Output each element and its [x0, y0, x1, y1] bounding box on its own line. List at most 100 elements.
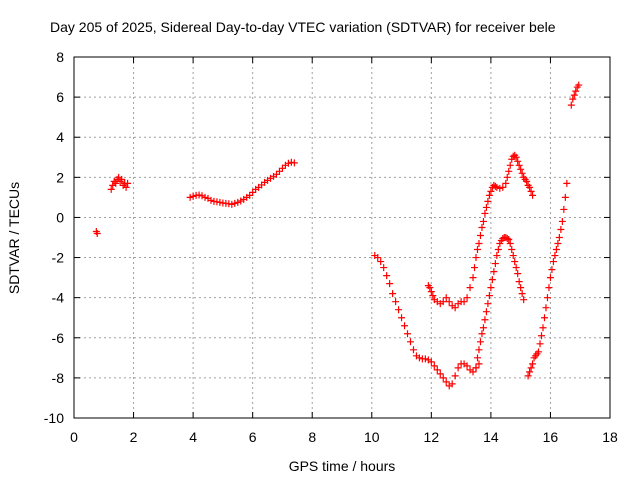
plot-frame [73, 56, 611, 419]
data-point [107, 185, 115, 193]
data-point [485, 191, 493, 199]
data-point [213, 198, 221, 206]
data-point [228, 200, 236, 208]
data-point [539, 324, 547, 332]
data-point [546, 274, 554, 282]
data-point [491, 182, 499, 190]
data-point [527, 364, 535, 372]
data-point [186, 193, 194, 201]
data-point [572, 87, 580, 95]
series-seg8 [567, 81, 583, 109]
data-point [494, 246, 502, 254]
data-point [509, 152, 517, 160]
series-seg5 [424, 151, 537, 312]
data-point [540, 314, 548, 322]
data-point [575, 81, 583, 89]
y-tick-label: 4 [56, 129, 64, 145]
data-point [469, 368, 477, 376]
data-point [395, 306, 403, 314]
y-tick-label: -6 [52, 330, 65, 346]
data-point [526, 183, 534, 191]
data-point [463, 294, 471, 302]
x-tick-label: 12 [424, 429, 440, 445]
data-point [570, 91, 578, 99]
series-seg6 [472, 234, 528, 372]
data-point [518, 290, 526, 298]
data-point [429, 292, 437, 300]
data-point [275, 167, 283, 175]
series-seg3 [186, 158, 298, 208]
x-tick-label: 2 [130, 429, 138, 445]
data-point [508, 155, 516, 163]
data-point [481, 316, 489, 324]
y-tick-label: -8 [52, 370, 65, 386]
series-seg7 [524, 179, 571, 380]
data-point [476, 338, 484, 346]
data-point [469, 274, 477, 282]
data-point [484, 197, 492, 205]
data-point [124, 179, 132, 187]
data-point [207, 196, 215, 204]
data-point [448, 380, 456, 388]
data-point [526, 368, 534, 376]
data-point [427, 288, 435, 296]
series-seg4 [371, 252, 483, 390]
data-point [517, 165, 525, 173]
data-point [426, 284, 434, 292]
data-point [201, 193, 209, 201]
data-point [482, 308, 490, 316]
data-point [189, 192, 197, 200]
data-point [439, 298, 447, 306]
data-point [433, 366, 441, 374]
data-point [237, 197, 245, 205]
data-point [515, 278, 523, 286]
x-axis-label: GPS time / hours [289, 458, 396, 474]
data-point [512, 264, 520, 272]
data-point [404, 330, 412, 338]
data-point [198, 192, 206, 200]
data-point [231, 199, 239, 207]
data-point [481, 209, 489, 217]
data-point [505, 167, 513, 175]
data-point [392, 298, 400, 306]
data-point [246, 191, 254, 199]
data-point [451, 372, 459, 380]
data-point [118, 175, 126, 183]
data-point [112, 179, 120, 187]
data-point [430, 362, 438, 370]
data-point [503, 173, 511, 181]
data-point [515, 161, 523, 169]
data-point [549, 258, 557, 266]
data-point [505, 236, 513, 244]
data-point [479, 217, 487, 225]
data-point [439, 374, 447, 382]
data-point [406, 338, 414, 346]
data-point [398, 314, 406, 322]
data-point [527, 187, 535, 195]
data-point [523, 177, 531, 185]
data-point [374, 254, 382, 262]
data-point [272, 170, 280, 178]
data-point [473, 354, 481, 362]
data-point [517, 284, 525, 292]
data-point [216, 198, 224, 206]
data-point [487, 284, 495, 292]
data-point [551, 252, 559, 260]
data-point [234, 198, 242, 206]
data-point [460, 298, 468, 306]
data-point [503, 235, 511, 243]
data-point [542, 304, 550, 312]
data-point [401, 322, 409, 330]
data-point [377, 258, 385, 266]
data-point [409, 346, 417, 354]
data-point [479, 324, 487, 332]
y-tick-label: -2 [52, 250, 65, 266]
data-point [485, 292, 493, 300]
x-tick-label: 18 [602, 429, 618, 445]
data-point [488, 276, 496, 284]
data-point [478, 223, 486, 231]
data-point [93, 229, 101, 237]
data-point [499, 183, 507, 191]
y-tick-label: 2 [56, 169, 64, 185]
data-point [195, 191, 203, 199]
